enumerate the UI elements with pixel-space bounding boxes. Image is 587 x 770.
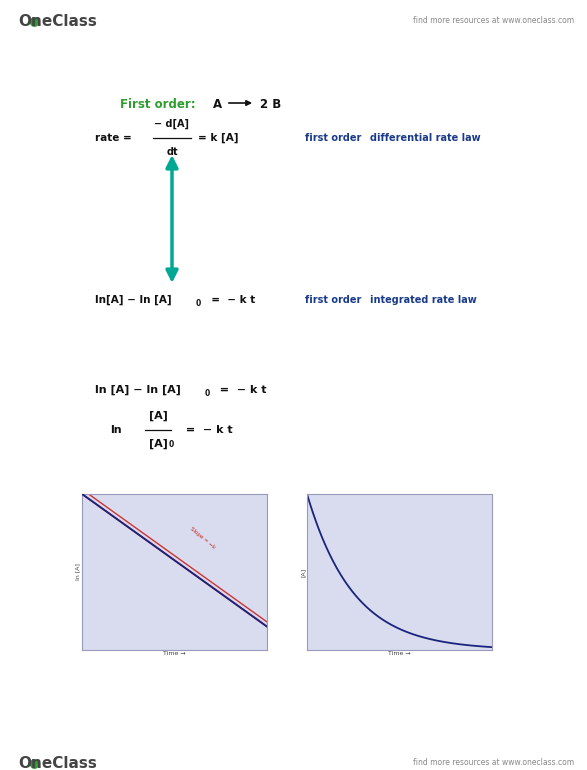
- Text: 0: 0: [169, 440, 174, 449]
- Text: [A]₀: [A]₀: [312, 502, 323, 507]
- Text: ln: ln: [110, 425, 122, 435]
- Text: 2 B: 2 B: [260, 98, 281, 111]
- Text: [A]: [A]: [149, 439, 167, 449]
- Text: = k [A]: = k [A]: [198, 133, 238, 143]
- Text: first order: first order: [305, 295, 362, 305]
- X-axis label: Time →: Time →: [163, 651, 186, 656]
- Text: A: A: [213, 98, 222, 111]
- Y-axis label: [A]: [A]: [301, 567, 306, 577]
- Text: integrated rate law: integrated rate law: [370, 295, 477, 305]
- Text: =  − k t: = − k t: [182, 425, 232, 435]
- X-axis label: Time →: Time →: [388, 651, 411, 656]
- Text: find more resources at www.oneclass.com: find more resources at www.oneclass.com: [413, 758, 574, 767]
- Text: ln [A] − ln [A]: ln [A] − ln [A]: [95, 385, 181, 395]
- Text: find more resources at www.oneclass.com: find more resources at www.oneclass.com: [413, 16, 574, 25]
- Text: rate =: rate =: [95, 133, 131, 143]
- Text: ln[A] − ln [A]: ln[A] − ln [A]: [95, 295, 171, 305]
- Text: 0: 0: [205, 390, 210, 399]
- Text: dt: dt: [166, 147, 178, 157]
- Text: ●: ●: [28, 756, 39, 769]
- Text: =  − k t: = − k t: [204, 295, 255, 305]
- Text: 0: 0: [196, 299, 201, 307]
- Text: − d[A]: − d[A]: [154, 119, 190, 129]
- Text: first order: first order: [305, 133, 362, 143]
- Text: [A]: [A]: [149, 410, 167, 421]
- Text: ln [A]₀: ln [A]₀: [87, 502, 106, 507]
- Text: OneClass: OneClass: [18, 14, 97, 29]
- Y-axis label: ln [A]: ln [A]: [76, 564, 80, 581]
- Text: OneClass: OneClass: [18, 756, 97, 770]
- Text: ●: ●: [28, 14, 39, 27]
- Text: =  − k t: = − k t: [212, 385, 266, 395]
- Text: differential rate law: differential rate law: [370, 133, 481, 143]
- Text: First order:: First order:: [120, 98, 195, 111]
- Text: Slope = −k: Slope = −k: [188, 526, 216, 550]
